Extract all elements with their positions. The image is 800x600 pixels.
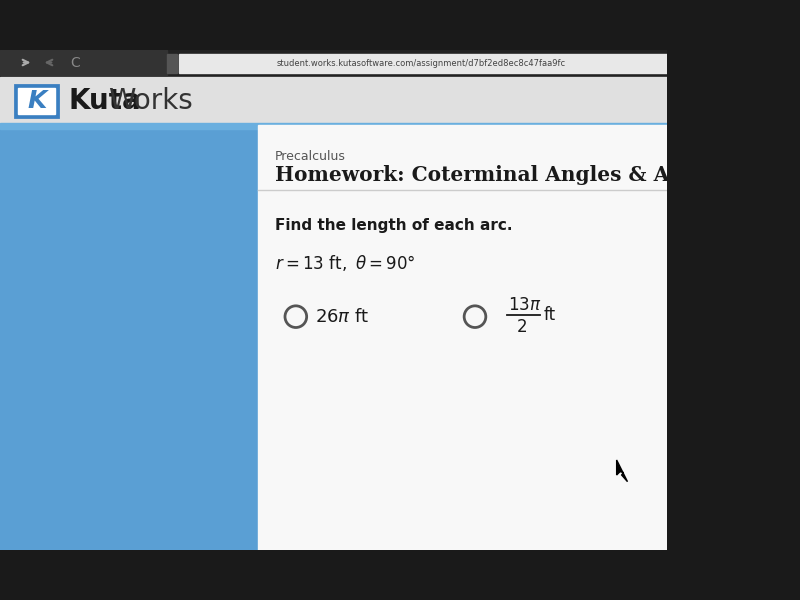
Text: Precalculus: Precalculus — [275, 150, 346, 163]
Bar — [0, 77, 666, 125]
Text: K: K — [27, 89, 46, 113]
Text: ft: ft — [543, 306, 555, 324]
Bar — [0, 50, 166, 75]
Bar — [0, 125, 258, 550]
Text: $13\pi$: $13\pi$ — [508, 296, 542, 314]
Text: Kuta: Kuta — [68, 87, 141, 115]
Bar — [0, 50, 666, 75]
Polygon shape — [617, 460, 627, 482]
Text: student.works.kutasoftware.com/assignment/d7bf2ed8ec8c47faa9fc: student.works.kutasoftware.com/assignmen… — [276, 59, 566, 68]
Bar — [15, 85, 58, 116]
Text: $r = 13\ \mathrm{ft},\ \theta = 90°$: $r = 13\ \mathrm{ft},\ \theta = 90°$ — [275, 253, 415, 272]
Bar — [0, 122, 666, 129]
Bar — [179, 54, 666, 73]
Text: 2: 2 — [517, 317, 528, 335]
Text: $26\pi\ \mathrm{ft}$: $26\pi\ \mathrm{ft}$ — [315, 308, 370, 326]
Bar — [258, 125, 666, 550]
Text: Homework: Coterminal Angles & Arc length: Homework: Coterminal Angles & Arc length — [275, 165, 772, 185]
Text: Works: Works — [108, 87, 193, 115]
Text: C: C — [70, 56, 80, 70]
Bar — [18, 88, 55, 114]
Bar — [166, 54, 177, 73]
Text: Find the length of each arc.: Find the length of each arc. — [275, 218, 513, 233]
